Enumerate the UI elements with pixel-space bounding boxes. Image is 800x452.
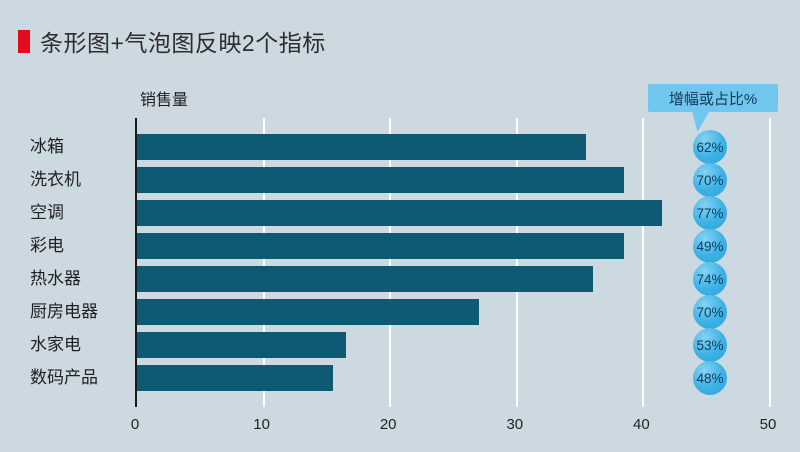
x-tick-30: 30 <box>506 416 524 433</box>
category-label-热水器: 热水器 <box>30 269 81 288</box>
category-label-水家电: 水家电 <box>30 335 81 354</box>
bar-热水器 <box>137 266 593 292</box>
chart-header: 条形图+气泡图反映2个指标 <box>18 24 326 58</box>
bubble-冰箱: 62% <box>693 130 727 164</box>
bubble-水家电: 53% <box>693 328 727 362</box>
title-accent-bar <box>18 29 30 53</box>
bar-冰箱 <box>137 134 587 160</box>
bar-厨房电器 <box>137 299 479 325</box>
gridline-50 <box>769 118 771 407</box>
bubble-空调: 77% <box>693 196 727 230</box>
x-tick-50: 50 <box>759 416 777 433</box>
category-label-空调: 空调 <box>30 203 64 222</box>
bubble-洗衣机: 70% <box>693 163 727 197</box>
bar-彩电 <box>137 233 625 259</box>
bubble-数码产品: 48% <box>693 361 727 395</box>
bubble-彩电: 49% <box>693 229 727 263</box>
bubble-series-callout: 增幅或占比% <box>648 84 778 134</box>
bar-水家电 <box>137 332 346 358</box>
bubble-series-label: 增幅或占比% <box>668 90 758 108</box>
bubble-热水器: 74% <box>693 262 727 296</box>
bar-空调 <box>137 200 663 226</box>
bubble-厨房电器: 70% <box>693 295 727 329</box>
plot-area <box>135 118 771 407</box>
sales-axis-title: 销售量 <box>140 92 189 109</box>
bar-数码产品 <box>137 365 334 391</box>
x-tick-40: 40 <box>633 416 650 433</box>
page-title: 条形图+气泡图反映2个指标 <box>40 30 326 56</box>
gridline-40 <box>642 118 645 407</box>
category-label-厨房电器: 厨房电器 <box>30 302 98 321</box>
category-label-数码产品: 数码产品 <box>30 368 98 387</box>
x-tick-10: 10 <box>253 416 270 433</box>
gridline-30 <box>515 118 518 407</box>
x-tick-0: 0 <box>130 416 140 433</box>
x-tick-20: 20 <box>379 416 397 433</box>
gridline-20 <box>389 118 392 407</box>
bar-洗衣机 <box>137 167 625 193</box>
category-label-洗衣机: 洗衣机 <box>30 170 81 189</box>
gridline-10 <box>262 118 265 407</box>
category-label-冰箱: 冰箱 <box>30 137 64 156</box>
category-label-彩电: 彩电 <box>30 236 64 255</box>
